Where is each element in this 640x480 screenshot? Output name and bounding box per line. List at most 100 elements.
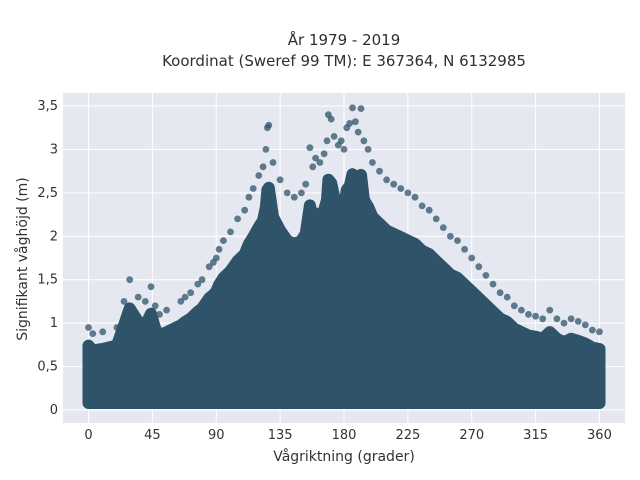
data-point (503, 293, 511, 301)
data-point (482, 272, 490, 279)
y-tick-label: 2 (50, 229, 58, 244)
data-point (560, 319, 568, 327)
data-point (156, 311, 163, 318)
data-point (85, 324, 92, 331)
data-point (276, 176, 284, 184)
data-point (360, 137, 368, 145)
data-point (468, 254, 476, 262)
data-point (346, 120, 354, 127)
data-point (255, 172, 263, 179)
data-point (283, 189, 291, 197)
data-point (340, 146, 348, 153)
data-point (574, 318, 582, 325)
x-axis-ticks: 0 45 90 135 180 225 270 315 360 (84, 428, 611, 443)
data-point (553, 315, 561, 323)
point-cloud-body (82, 168, 606, 409)
data-point (546, 306, 554, 314)
data-point (312, 154, 319, 162)
data-point (525, 311, 532, 318)
data-point (269, 159, 277, 166)
data-point (390, 180, 398, 188)
x-axis-title: Vågriktning (grader) (273, 448, 415, 465)
data-point (461, 245, 468, 253)
y-tick-label: 0,5 (37, 360, 58, 375)
data-point (349, 104, 356, 112)
data-point (141, 298, 149, 305)
x-tick-label: 315 (523, 428, 548, 443)
data-point (439, 224, 447, 232)
y-axis-ticks: 0 0,5 1 1,5 2 2,5 3 3,5 (37, 99, 58, 418)
x-tick-label: 45 (144, 428, 161, 443)
data-point (496, 289, 504, 297)
data-point (298, 189, 305, 197)
data-point (323, 137, 331, 145)
data-point (147, 283, 155, 291)
data-point (475, 263, 483, 271)
data-point (596, 328, 603, 336)
data-point (320, 150, 328, 158)
data-point (245, 193, 253, 201)
data-point (194, 280, 202, 288)
data-point (163, 306, 171, 314)
data-point (369, 159, 376, 166)
data-point (404, 189, 412, 197)
data-point (589, 326, 596, 334)
data-point (306, 144, 314, 152)
x-tick-label: 90 (208, 428, 225, 443)
data-point (249, 185, 257, 192)
data-point (262, 146, 270, 153)
data-point (510, 302, 518, 310)
data-point (330, 133, 338, 140)
y-tick-label: 0 (50, 403, 58, 418)
data-point (539, 315, 547, 323)
data-point (532, 312, 539, 320)
data-point (177, 298, 185, 305)
data-point (518, 306, 525, 314)
data-point (241, 206, 249, 214)
data-point (309, 163, 317, 171)
x-tick-label: 270 (459, 428, 484, 443)
x-tick-label: 0 (84, 428, 92, 443)
y-axis-title: Signifikant våghöjd (m) (14, 177, 31, 340)
data-point (383, 176, 390, 184)
y-tick-label: 3 (50, 142, 58, 157)
data-point (567, 315, 575, 323)
x-tick-label: 225 (395, 428, 420, 443)
data-point (418, 202, 426, 210)
y-tick-label: 3,5 (37, 99, 58, 114)
x-tick-label: 135 (268, 428, 293, 443)
data-point (205, 263, 213, 271)
data-point (327, 115, 335, 123)
data-point (432, 215, 440, 223)
data-point (151, 302, 159, 310)
data-point (489, 280, 497, 288)
data-point (364, 146, 372, 153)
data-point (134, 293, 142, 301)
data-point (454, 237, 461, 245)
data-point (187, 289, 195, 297)
data-points (85, 104, 603, 337)
data-point-cloud (82, 168, 606, 409)
data-point (376, 167, 383, 175)
data-point (337, 137, 345, 145)
data-point (215, 245, 223, 253)
data-point (354, 128, 362, 136)
data-point (126, 276, 134, 284)
data-point (99, 328, 107, 336)
data-point (198, 276, 206, 284)
data-point (113, 324, 121, 331)
data-point (447, 232, 454, 240)
data-point (357, 105, 365, 112)
data-point (234, 215, 242, 223)
data-point (265, 121, 273, 129)
data-point (352, 118, 359, 126)
data-point (181, 293, 189, 301)
y-tick-label: 1,5 (37, 273, 58, 288)
y-tick-label: 2,5 (37, 186, 58, 201)
data-point (259, 163, 267, 171)
data-point (227, 228, 234, 236)
data-point (425, 206, 433, 214)
data-point (581, 321, 589, 329)
x-tick-label: 360 (587, 428, 612, 443)
